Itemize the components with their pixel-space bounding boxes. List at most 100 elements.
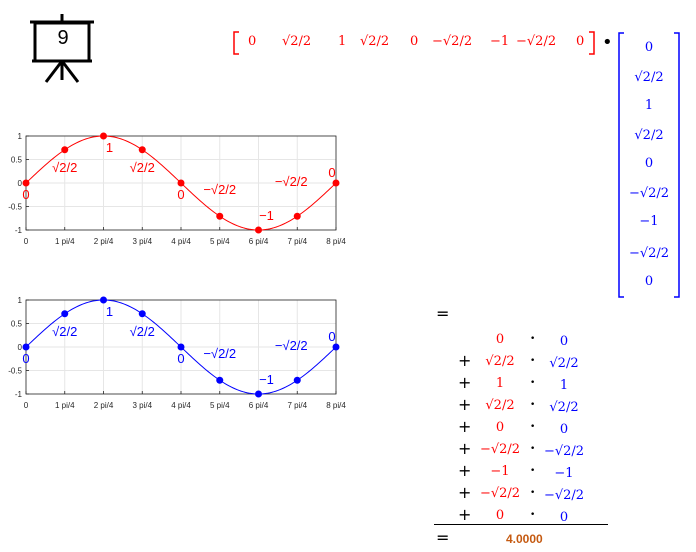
column-entry: −√2/2 [628, 246, 670, 261]
sum-row: +1 • 1 [450, 373, 590, 394]
data-point [177, 343, 185, 351]
x-tick-label: 7 pi/4 [287, 237, 307, 246]
dot-product-result: 4.0000 [506, 532, 543, 546]
plus-sign: + [458, 439, 472, 458]
sum-term-a: 0 [495, 332, 505, 347]
point-label: √2/2 [52, 324, 77, 339]
column-entry: −1 [639, 214, 659, 229]
multiply-dot: • [530, 466, 536, 476]
multiply-dot: • [530, 378, 536, 388]
plus-sign: + [458, 395, 472, 414]
first-equals-sign: = [436, 304, 450, 323]
data-point [61, 146, 69, 154]
sum-term-a: 0 [495, 420, 505, 435]
data-point [138, 146, 146, 154]
point-label: 1 [106, 304, 113, 319]
data-point [216, 376, 224, 384]
point-label: 0 [328, 165, 335, 180]
x-tick-label: 1 pi/4 [55, 237, 75, 246]
x-tick-label: 6 pi/4 [249, 401, 269, 410]
red-sine-plot: 0 1 pi/4 2 pi/4 3 pi/4 4 pi/4 5 pi/4 6 pi/4 7 p… [8, 132, 346, 246]
x-tick-label: 2 pi/4 [94, 237, 114, 246]
y-tick-label: 0 [18, 179, 23, 188]
sum-row: +0 • 0 [450, 417, 590, 438]
sum-term-b: −1 [554, 466, 574, 481]
plus-sign: + [458, 483, 472, 502]
data-point [255, 390, 262, 398]
sum-term-a: −√2/2 [479, 486, 521, 501]
sum-term-b: −√2/2 [543, 488, 585, 503]
y-tick-label: -0.5 [8, 203, 22, 212]
row-entry: 1 [338, 34, 347, 49]
point-label: √2/2 [52, 160, 77, 175]
sum-row: +0 • 0 [450, 505, 590, 526]
column-entry: −√2/2 [628, 186, 670, 201]
row-entry: 0 [248, 34, 257, 49]
point-label: 0 [22, 187, 29, 202]
data-point [255, 226, 262, 234]
sum-term-b: 1 [559, 378, 569, 393]
plus-sign: + [458, 417, 472, 436]
point-label: 0 [177, 351, 184, 366]
data-point [177, 179, 185, 187]
data-point [332, 343, 340, 351]
sum-term-a: −√2/2 [479, 442, 521, 457]
data-point [293, 212, 301, 220]
x-tick-label: 3 pi/4 [132, 237, 152, 246]
row-entry: 0 [410, 34, 419, 49]
x-tick-label: 0 [24, 401, 29, 410]
data-point [61, 310, 69, 318]
row-entry: √2/2 [282, 34, 312, 49]
sum-divider [434, 524, 608, 525]
x-tick-label: 5 pi/4 [210, 237, 230, 246]
row-entry: −1 [490, 34, 510, 49]
sum-term-a: 0 [495, 508, 505, 523]
point-label: 0 [177, 187, 184, 202]
data-point [22, 179, 30, 187]
data-point [100, 132, 107, 140]
multiply-dot: • [530, 400, 536, 410]
data-point [332, 179, 340, 187]
data-point [293, 376, 301, 384]
multiply-dot: • [530, 422, 536, 432]
plus-sign: + [458, 373, 472, 392]
x-tick-label: 8 pi/4 [326, 401, 346, 410]
x-tick-label: 6 pi/4 [249, 237, 269, 246]
sum-row: + √2/2 • √2/2 [450, 395, 590, 416]
sum-term-b: √2/2 [549, 400, 579, 415]
data-point [138, 310, 146, 318]
multiply-dot: • [530, 510, 536, 520]
column-entry: 0 [644, 274, 654, 289]
point-label: −√2/2 [275, 338, 308, 353]
point-label: −1 [259, 372, 274, 387]
x-tick-label: 7 pi/4 [287, 401, 307, 410]
data-point [22, 343, 30, 351]
column-entry: 0 [644, 156, 654, 171]
point-label: √2/2 [130, 324, 155, 339]
sum-term-b: √2/2 [549, 356, 579, 371]
x-tick-label: 0 [24, 237, 29, 246]
sum-term-b: 0 [559, 334, 569, 349]
y-tick-label: 0.5 [11, 320, 23, 329]
sum-row: + √2/2 • √2/2 [450, 351, 590, 372]
multiply-dot: • [530, 488, 536, 498]
point-label: 0 [22, 351, 29, 366]
sum-row: 0 • 0 [450, 330, 590, 350]
row-entry: √2/2 [360, 34, 390, 49]
column-entry: √2/2 [634, 128, 664, 143]
y-tick-label: 0 [18, 343, 23, 352]
sum-term-a: −1 [490, 464, 510, 479]
row-vector: 0 √2/2 1 √2/2 0 −√2/2 −1 −√2/2 0 [232, 30, 596, 56]
x-tick-label: 5 pi/4 [210, 401, 230, 410]
x-tick-label: 4 pi/4 [171, 237, 191, 246]
slide-number: 9 [57, 27, 69, 49]
point-label: −1 [259, 208, 274, 223]
column-entry: 1 [644, 98, 654, 113]
row-entry: −√2/2 [432, 34, 473, 49]
point-label: −√2/2 [203, 182, 236, 197]
data-point [216, 212, 224, 220]
point-label: −√2/2 [203, 346, 236, 361]
x-tick-label: 3 pi/4 [132, 401, 152, 410]
x-tick-label: 8 pi/4 [326, 237, 346, 246]
sum-of-products: 0 • 0 + √2/2 • √2/2 +1 • 1 + √2/2 • √2/2 +0 • 0 + −√2/2 • −√… [450, 328, 590, 526]
